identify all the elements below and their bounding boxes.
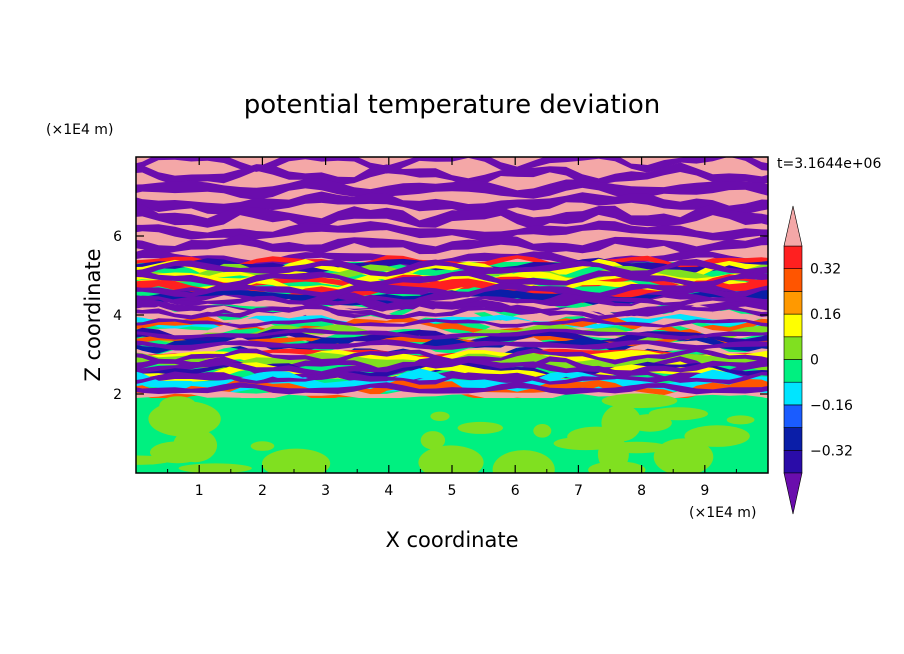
purple-band xyxy=(136,317,768,329)
field-patch xyxy=(178,463,252,473)
purple-band xyxy=(136,339,768,351)
purple-band xyxy=(136,234,768,256)
field-patch xyxy=(457,421,504,434)
time-label: t=3.1644e+06 xyxy=(777,156,881,172)
field-patch xyxy=(601,404,642,442)
colorbar-max-arrow xyxy=(783,205,803,247)
x-tick-label: 2 xyxy=(258,483,267,499)
colorbar-tick-label: −0.32 xyxy=(810,443,853,459)
contour-field xyxy=(136,157,768,473)
x-tick-label: 1 xyxy=(195,483,204,499)
turbulent-band xyxy=(136,258,768,281)
purple-band xyxy=(136,381,768,395)
field-patch xyxy=(430,411,450,421)
turbulent-band xyxy=(136,322,768,345)
colorbar-tick-label: 0.32 xyxy=(810,262,841,278)
x-tick-label: 5 xyxy=(448,483,457,499)
x-tick-label: 4 xyxy=(384,483,393,499)
colorbar-segment xyxy=(783,427,803,451)
field-patch xyxy=(628,414,672,432)
purple-band xyxy=(136,304,768,321)
field-patch xyxy=(601,393,678,409)
colorbar-tick-label: 0.16 xyxy=(810,307,841,323)
colorbar-min-arrow xyxy=(783,472,803,515)
field-patch xyxy=(262,448,331,473)
chart-title: potential temperature deviation xyxy=(244,90,660,120)
colorbar-segment xyxy=(783,381,803,406)
colorbar-segment xyxy=(783,359,803,383)
field-patch xyxy=(533,424,552,438)
colorbar-segment xyxy=(783,404,803,428)
turbulent-band xyxy=(136,255,768,270)
colorbar-tick-label: 0 xyxy=(810,353,819,369)
purple-band xyxy=(136,269,768,289)
field-patch xyxy=(250,441,275,451)
purple-band xyxy=(136,328,768,340)
y-tick-label: 4 xyxy=(113,308,122,324)
y-tick-label: 2 xyxy=(113,387,122,403)
x-tick-label: 3 xyxy=(321,483,330,499)
x-tick-label: 8 xyxy=(637,483,646,499)
field-patch xyxy=(418,445,484,473)
colorbar-segment xyxy=(783,268,803,292)
field-patch xyxy=(159,396,197,416)
field-patch xyxy=(420,431,446,450)
field-patch xyxy=(684,425,750,447)
purple-band xyxy=(136,178,768,200)
field-patch xyxy=(726,415,755,425)
purple-band xyxy=(136,220,768,242)
turbulent-band xyxy=(136,362,768,387)
colorbar-segment xyxy=(783,336,803,360)
field-patch xyxy=(492,450,555,473)
colorbar-tick-label: −0.16 xyxy=(810,398,853,414)
purple-band xyxy=(136,203,768,230)
colorbar: 0.32 0.16 0 −0.16 −0.32 xyxy=(783,205,853,515)
purple-band xyxy=(136,282,768,299)
purple-band xyxy=(136,294,768,307)
x-axis-label: X coordinate xyxy=(385,528,518,552)
x-axis: 1 2 3 4 5 6 7 8 9 xyxy=(167,157,737,499)
purple-band xyxy=(136,191,768,215)
colorbar-segment xyxy=(783,245,803,270)
y-tick-label: 6 xyxy=(113,229,122,245)
field-patch xyxy=(588,461,646,473)
colorbar-segment xyxy=(783,291,803,315)
colorbar-segment xyxy=(783,449,803,474)
y-axis-label: Z coordinate xyxy=(81,248,105,381)
colorbar-segment xyxy=(783,313,803,338)
purple-band xyxy=(136,370,768,385)
x-tick-label: 7 xyxy=(574,483,583,499)
purple-band xyxy=(136,259,768,278)
y-axis: 2 4 6 xyxy=(113,229,768,403)
purple-band xyxy=(136,162,768,188)
x-tick-label: 9 xyxy=(700,483,709,499)
x-unit-label: (×1E4 m) xyxy=(689,505,756,521)
field-patch xyxy=(653,438,714,473)
x-tick-label: 6 xyxy=(511,483,520,499)
field-patch xyxy=(136,455,172,465)
purple-band xyxy=(136,358,768,375)
purple-band xyxy=(136,347,768,365)
y-unit-label: (×1E4 m) xyxy=(46,122,113,138)
